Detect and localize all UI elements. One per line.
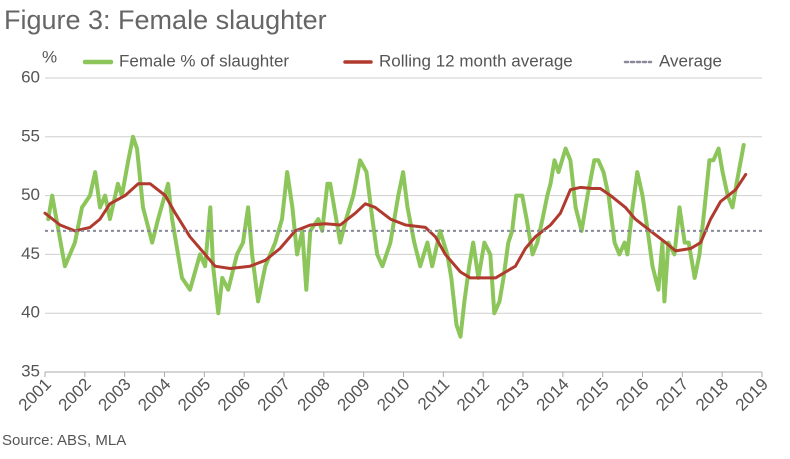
y-tick-label: 55 bbox=[21, 126, 40, 145]
x-tick-label: 2006 bbox=[214, 375, 254, 415]
y-tick-label: 45 bbox=[21, 244, 40, 263]
series-line bbox=[43, 172, 748, 280]
x-tick-label: 2010 bbox=[373, 375, 413, 415]
x-tick-label: 2016 bbox=[612, 375, 652, 415]
legend-label: Female % of slaughter bbox=[119, 51, 289, 70]
series-line bbox=[46, 134, 746, 339]
x-tick-label: 2019 bbox=[732, 375, 772, 415]
x-tick-label: 2008 bbox=[294, 375, 334, 415]
x-tick-label: 2002 bbox=[55, 375, 95, 415]
x-tick-label: 2018 bbox=[692, 375, 732, 415]
x-tick-label: 2017 bbox=[652, 375, 692, 415]
x-tick-label: 2007 bbox=[254, 375, 294, 415]
x-tick-label: 2003 bbox=[94, 375, 134, 415]
legend-label: Rolling 12 month average bbox=[379, 51, 573, 70]
source: Source: ABS, MLA bbox=[2, 432, 126, 449]
x-tick-label: 2001 bbox=[15, 375, 55, 415]
chart-title: Figure 3: Female slaughter bbox=[4, 5, 327, 35]
y-tick-label: 50 bbox=[21, 185, 40, 204]
legend-label: Average bbox=[659, 51, 722, 70]
x-tick-label: 2013 bbox=[493, 375, 533, 415]
x-tick-label: 2009 bbox=[333, 375, 373, 415]
y-tick-label: 40 bbox=[21, 303, 40, 322]
x-tick-label: 2005 bbox=[174, 375, 214, 415]
x-tick-label: 2004 bbox=[134, 375, 174, 415]
x-tick-label: 2012 bbox=[453, 375, 493, 415]
x-tick-label: 2011 bbox=[414, 375, 453, 414]
y-tick-label: 60 bbox=[21, 67, 40, 86]
y-tick-label: 35 bbox=[21, 361, 40, 380]
x-tick-label: 2015 bbox=[572, 375, 612, 415]
x-tick-label: 2014 bbox=[533, 375, 573, 415]
y-axis-label: % bbox=[42, 47, 57, 66]
